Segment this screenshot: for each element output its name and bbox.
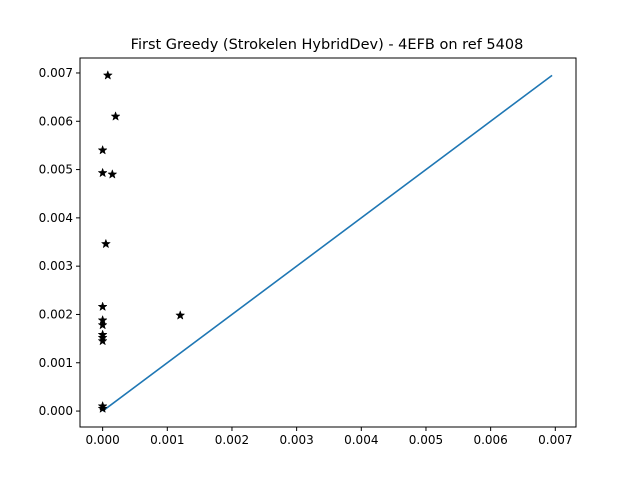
data-point: [100, 238, 111, 249]
chart-title: First Greedy (Strokelen HybridDev) - 4EF…: [131, 37, 524, 53]
data-point: [107, 169, 118, 179]
y-tick-label: 0.007: [39, 66, 73, 80]
x-tick-label: 0.006: [473, 433, 507, 447]
y-axis: 0.000 0.001 0.002 0.003 0.004 0.005 0.006 0.007: [39, 66, 80, 418]
y-tick-label: 0.005: [39, 163, 73, 177]
data-point: [97, 301, 108, 312]
data-point: [110, 111, 121, 121]
data-point: [102, 70, 113, 80]
x-tick-label: 0.007: [538, 433, 572, 447]
y-tick-label: 0.003: [39, 259, 73, 273]
x-tick-label: 0.003: [279, 433, 313, 447]
data-point: [97, 403, 108, 413]
y-tick-label: 0.000: [39, 404, 73, 418]
y-tick-label: 0.002: [39, 307, 73, 321]
x-tick-label: 0.004: [344, 433, 378, 447]
y-tick-label: 0.004: [39, 211, 73, 225]
data-point: [97, 167, 108, 178]
data-point: [97, 335, 108, 346]
y-tick-label: 0.006: [39, 114, 73, 128]
data-point: [175, 310, 186, 320]
x-tick-label: 0.002: [215, 433, 249, 447]
y-tick-label: 0.001: [39, 356, 73, 370]
data-point: [97, 319, 108, 330]
reference-line: [102, 74, 553, 412]
x-tick-label: 0.000: [85, 433, 119, 447]
x-tick-label: 0.001: [150, 433, 184, 447]
axes-frame: [79, 57, 577, 428]
plot-area: [97, 70, 553, 413]
x-tick-label: 0.005: [409, 433, 443, 447]
data-point: [97, 144, 108, 155]
x-axis: 0.000 0.001 0.002 0.003 0.004 0.005 0.006 0.007: [85, 427, 572, 447]
